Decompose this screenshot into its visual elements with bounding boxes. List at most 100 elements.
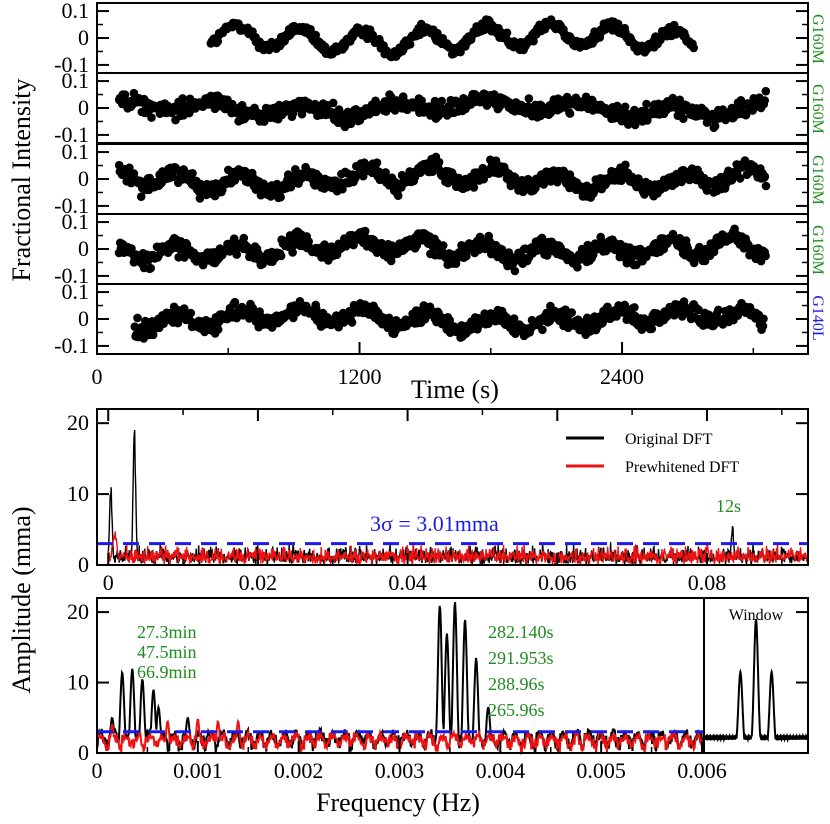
grating-label-1: G160M [809, 14, 826, 64]
data-point [304, 237, 314, 246]
y-tick-label: -0.1 [54, 193, 89, 218]
data-point [462, 251, 471, 261]
y-tick-label: -0.1 [54, 263, 89, 288]
legend-label-original: Original DFT [625, 431, 713, 448]
legend-label-prewhitened: Prewhitened DFT [625, 459, 739, 476]
x-tick-label: 1200 [338, 364, 382, 389]
lightcurve-panel-frame [96, 2, 809, 74]
y-tick-label: -0.1 [54, 333, 89, 358]
x-tick-label: 0 [92, 758, 103, 783]
data-point [760, 96, 769, 105]
grating-label-5: G140L [809, 295, 826, 340]
x-tick-label: 0.006 [677, 758, 727, 783]
y-tick-label: 10 [67, 670, 89, 695]
lightcurve-frames: 0.10-0.10.10-0.10.10-0.10.10-0.10.10-0.1… [54, 0, 809, 389]
data-point [311, 304, 321, 313]
data-point [311, 30, 321, 40]
dft-full-panel: 20 10 00 0.02 0.04 0.06 0.08 [67, 408, 809, 595]
data-point [147, 113, 156, 122]
data-point [497, 245, 507, 254]
y-tick-label: 10 [67, 481, 89, 506]
y-tick-label: 0.1 [62, 279, 90, 304]
data-point [381, 168, 390, 177]
data-point [502, 28, 512, 38]
data-point [276, 192, 285, 202]
data-point [372, 158, 382, 167]
period-labels-left: 27.3min 47.5min 66.9min [137, 622, 197, 682]
x-tick-label: 0.001 [173, 758, 223, 783]
x-tick-label: 0.005 [576, 758, 626, 783]
data-point [761, 181, 771, 191]
peak-label-12s: 12s [716, 496, 741, 516]
data-point [647, 324, 657, 334]
period-label-291s: 291.953s [488, 648, 554, 668]
frequency-xlabel: Frequency (Hz) [316, 788, 480, 817]
data-point [621, 160, 630, 170]
data-point [598, 318, 607, 328]
data-point [146, 263, 155, 273]
grating-label-4: G160M [809, 225, 826, 275]
data-point [469, 183, 479, 192]
data-point [168, 172, 177, 182]
data-point [328, 98, 338, 108]
data-point [229, 234, 239, 243]
x-tick-label: 0 [92, 364, 103, 389]
data-point [239, 233, 249, 243]
period-label-47min: 47.5min [137, 642, 197, 662]
x-tick-label: 0.003 [375, 758, 425, 783]
period-label-282s: 282.140s [488, 622, 554, 642]
threshold-label: 3σ = 3.01mma [370, 511, 499, 536]
grating-label-3: G160M [809, 155, 826, 205]
data-point [710, 121, 720, 131]
dft-zoom-plot [96, 602, 809, 756]
y-tick-label: -0.1 [54, 52, 89, 77]
data-point [689, 43, 698, 53]
y-tick-label: 20 [67, 599, 89, 624]
data-point [761, 251, 770, 261]
data-point [412, 241, 422, 250]
data-point [758, 321, 768, 331]
lightcurve-panel-points [206, 15, 698, 62]
data-point [567, 308, 576, 317]
data-point [434, 157, 444, 167]
data-point [213, 325, 223, 334]
y-tick-label: 0.1 [62, 68, 90, 93]
data-point [347, 318, 357, 327]
data-point [613, 19, 623, 29]
period-label-288s: 288.96s [488, 674, 545, 694]
data-point [761, 86, 771, 96]
x-tick-label: 0.06 [538, 570, 577, 595]
top-xlabel: Time (s) [411, 375, 499, 404]
dft-full-frame [96, 408, 809, 566]
data-point [510, 266, 520, 276]
data-point [320, 240, 329, 249]
data-point [735, 174, 745, 183]
series-original-dft-zoom [96, 602, 705, 753]
x-tick-label: 0.02 [239, 570, 278, 595]
data-point [624, 120, 633, 129]
y-tick-label: 0 [78, 740, 89, 765]
lightcurve-panel-points [130, 297, 768, 343]
data-point [573, 263, 582, 272]
data-point [642, 99, 651, 109]
period-label-66min: 66.9min [137, 662, 197, 682]
data-point [178, 94, 187, 103]
data-point [529, 36, 538, 46]
dft-zoom-ticks: 20 10 00 0.001 0.002 0.003 0.004 0.005 0.006 [67, 599, 808, 783]
amplitude-ylabel: Amplitude (mma) [7, 506, 36, 693]
data-point [630, 303, 639, 312]
data-point [288, 248, 297, 257]
grating-label-2: G160M [809, 84, 826, 134]
data-point [188, 169, 197, 178]
data-point [417, 96, 426, 105]
legend: Original DFT Prewhitened DFT [566, 431, 739, 476]
data-point [179, 304, 189, 313]
period-label-265s: 265.96s [488, 700, 545, 720]
period-label-27min: 27.3min [137, 622, 197, 642]
data-point [538, 325, 547, 335]
dft-full-ticks: 20 10 00 0.02 0.04 0.06 0.08 [67, 409, 808, 595]
y-tick-label: 0.1 [62, 0, 90, 23]
data-point [714, 305, 723, 315]
data-point [248, 303, 257, 313]
data-point [565, 109, 575, 118]
